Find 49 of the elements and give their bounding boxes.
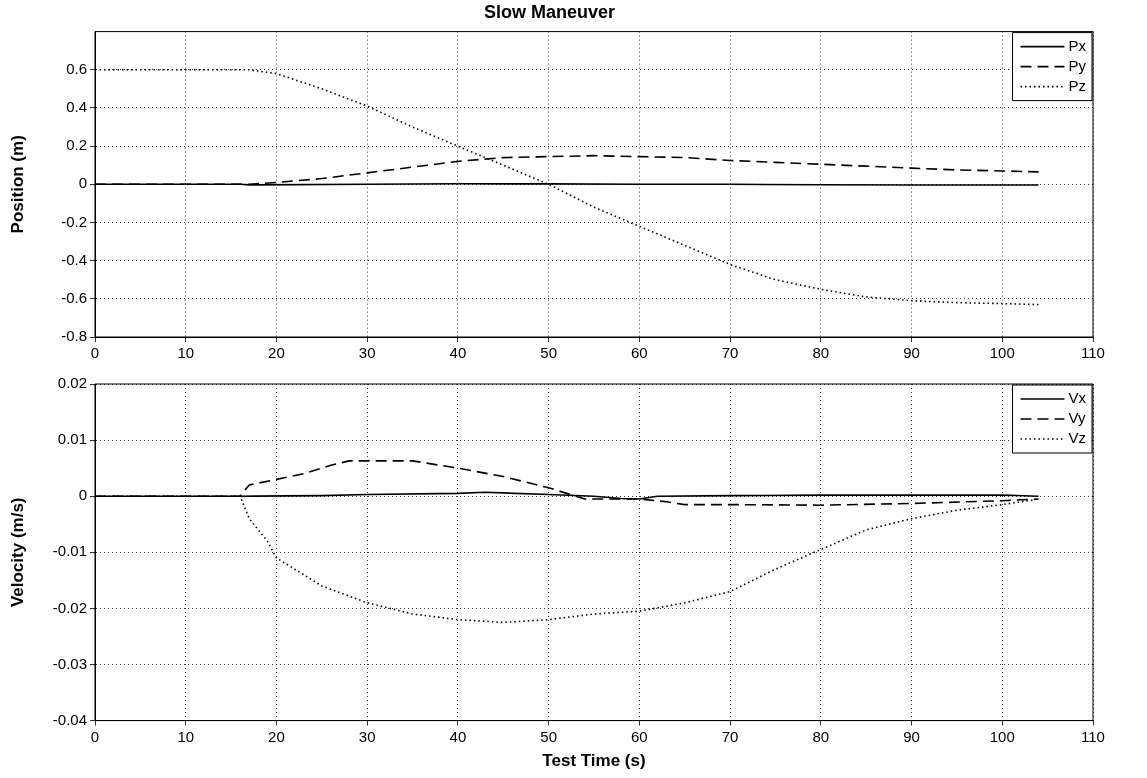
- legend-label: Py: [1068, 56, 1087, 74]
- x-tick-label: 30: [358, 727, 376, 745]
- x-tick-label: 50: [540, 344, 557, 362]
- y-tick-label: -0.04: [52, 710, 87, 728]
- x-tick-label: 110: [1081, 344, 1105, 362]
- legend-label: Vx: [1068, 389, 1087, 407]
- x-tick-label: 60: [631, 727, 648, 745]
- y-tick-label: 0.4: [66, 98, 87, 116]
- x-tick-label: 70: [721, 727, 739, 745]
- y-tick-label: -0.03: [52, 654, 87, 672]
- y-tick-label: -0.6: [61, 288, 87, 306]
- y-tick-label: 0: [78, 486, 87, 504]
- y-tick-label: -0.4: [61, 250, 87, 268]
- x-tick-label: 40: [449, 727, 467, 745]
- legend-label: Pz: [1068, 76, 1087, 94]
- legend-label: Vy: [1068, 409, 1086, 427]
- x-tick-label: 80: [812, 727, 830, 745]
- x-tick-label: 70: [721, 344, 739, 362]
- y-tick-label: 0: [78, 174, 87, 192]
- chart-title: Slow Maneuver: [483, 1, 616, 22]
- y-tick-label: 0.01: [57, 430, 87, 448]
- x-tick-label: 100: [989, 344, 1015, 362]
- y-tick-label: 0.6: [66, 59, 87, 77]
- y-tick-label: 0.02: [57, 374, 87, 392]
- x-tick-label: 110: [1081, 727, 1105, 745]
- x-tick-label: 0: [90, 727, 100, 745]
- x-tick-label: 10: [177, 344, 195, 362]
- y-axis-title: Velocity (m/s): [7, 497, 27, 608]
- legend-label: Vz: [1068, 429, 1087, 447]
- y-tick-label: -0.2: [61, 212, 87, 230]
- x-tick-label: 100: [989, 727, 1015, 745]
- x-tick-label: 30: [358, 344, 376, 362]
- x-axis-title: Test Time (s): [542, 751, 646, 771]
- x-tick-label: 0: [90, 344, 100, 362]
- x-tick-label: 60: [631, 344, 648, 362]
- y-tick-label: 0.2: [66, 136, 87, 154]
- legend-label: Px: [1068, 36, 1087, 54]
- x-tick-label: 90: [903, 727, 920, 745]
- y-axis-title: Position (m): [7, 135, 27, 234]
- x-tick-label: 20: [268, 344, 285, 362]
- y-tick-label: -0.8: [61, 327, 87, 345]
- x-tick-label: 50: [540, 727, 557, 745]
- x-tick-label: 80: [812, 344, 830, 362]
- x-tick-label: 10: [177, 727, 195, 745]
- x-tick-label: 40: [449, 344, 467, 362]
- x-tick-label: 90: [903, 344, 920, 362]
- y-tick-label: -0.02: [52, 598, 87, 616]
- y-tick-label: -0.01: [52, 542, 87, 560]
- x-tick-label: 20: [268, 727, 285, 745]
